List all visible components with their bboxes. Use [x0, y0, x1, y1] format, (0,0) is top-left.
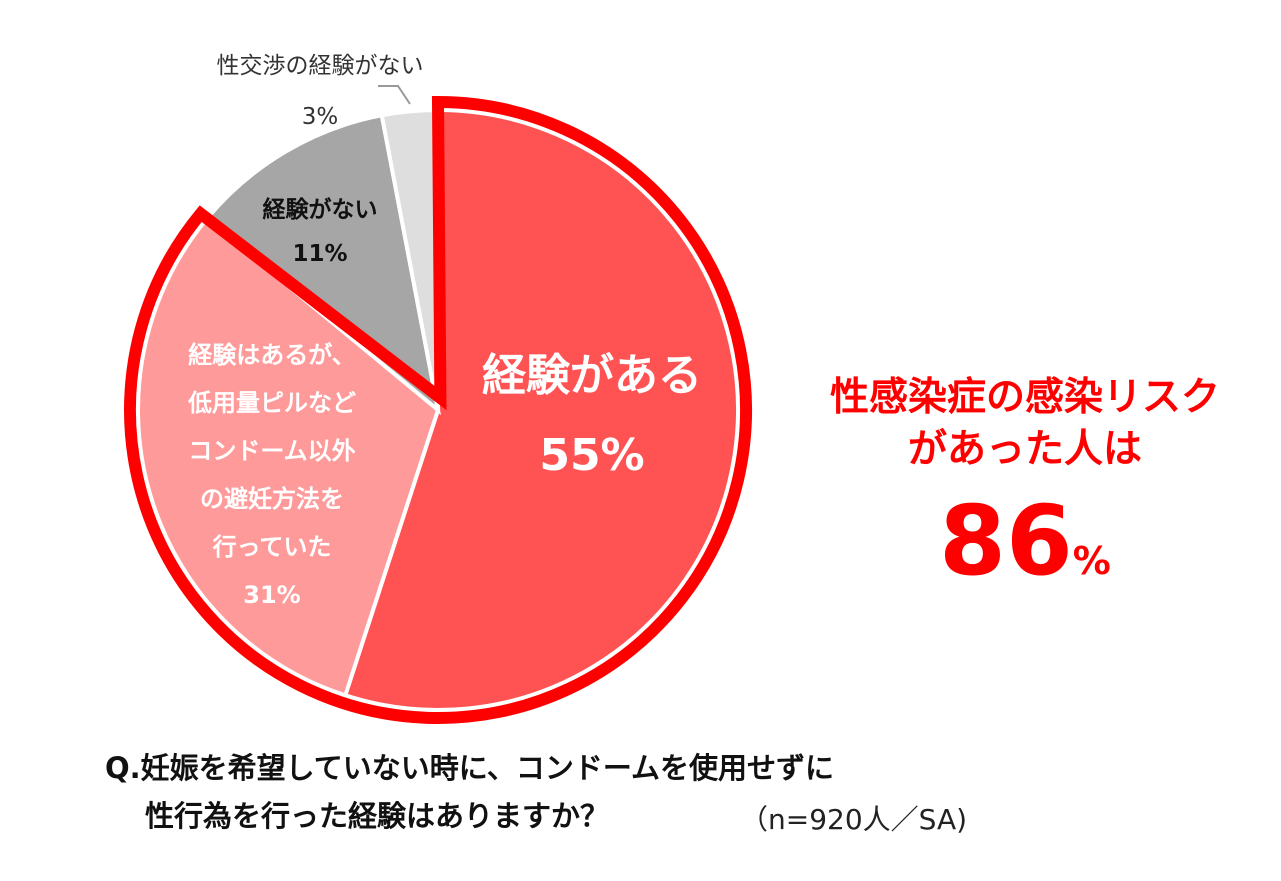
slice-1-label-line-0: 経験はあるが、 — [188, 341, 356, 369]
callout-line-2: があった人は — [907, 427, 1142, 472]
risk-highlight-outline — [124, 95, 752, 724]
risk-callout-text: 性感染症の感染リスク があった人は — [790, 372, 1260, 476]
risk-callout-percentage: 86% — [790, 486, 1260, 616]
pie-chart: 経験がある 55% 経験はあるが、低用量ピルなどコンドーム以外の避妊方法を行っていた… — [124, 53, 752, 724]
slice-2-label-line-0: 経験がない — [263, 196, 378, 223]
slice-1-value-line-0: 31% — [243, 581, 300, 609]
question-line-2: 性行為を行った経験はありますか？ — [145, 799, 610, 833]
slice-1-label-line-1: 低用量ピルなど — [187, 389, 356, 417]
slice-1-label-line-2: コンドーム以外 — [188, 437, 355, 465]
callout-number: 86 — [939, 485, 1073, 597]
slice-0-label-line-0: 経験がある — [482, 350, 702, 401]
slice-1-label-line-4: 行っていた — [212, 533, 332, 561]
slice-2-value-line-0: 11% — [292, 241, 347, 267]
question-line-1: Q.妊娠を希望していない時に、コンドームを使用せずに — [105, 751, 835, 785]
slice-1-label-line-3: の避妊方法を — [200, 485, 344, 513]
pie-slice-2 — [204, 112, 442, 416]
sample-size-note: （n=920人／SA) — [740, 803, 968, 836]
callout-line-1: 性感染症の感染リスク — [829, 375, 1220, 420]
pie-slice-1 — [136, 215, 441, 698]
slice-3-value: 3% — [302, 104, 339, 130]
callout-unit: % — [1072, 539, 1111, 583]
leader-line — [378, 85, 411, 105]
slice-3-label: 性交渉の経験がない — [217, 53, 424, 79]
slice-0-value-line-0: 55% — [539, 430, 644, 481]
